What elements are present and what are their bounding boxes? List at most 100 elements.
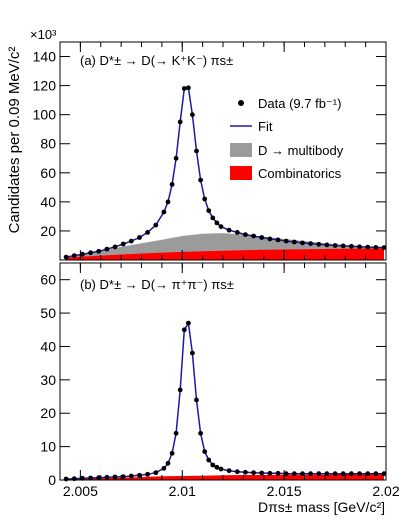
data-point xyxy=(218,466,224,472)
data-point xyxy=(291,471,297,477)
data-point xyxy=(128,238,134,244)
y-tick-label: 50 xyxy=(40,305,56,321)
data-point xyxy=(308,241,313,247)
data-point xyxy=(373,245,379,250)
data-point xyxy=(145,471,151,477)
data-point xyxy=(206,208,212,214)
y-tick-label: 80 xyxy=(40,136,56,152)
data-point xyxy=(349,243,354,249)
data-point xyxy=(194,397,199,403)
data-point xyxy=(96,475,102,481)
data-point xyxy=(169,182,175,187)
data-point xyxy=(80,251,85,257)
y-axis-label: Candidates per 0.09 MeV/c² xyxy=(6,47,23,234)
data-point xyxy=(324,471,330,477)
data-point xyxy=(243,469,248,475)
panel-title-b: (b) D*± → D(→ π⁺π⁻) πs± xyxy=(80,277,234,292)
data-point xyxy=(291,239,297,245)
data-point xyxy=(316,471,322,477)
legend-multibody-swatch xyxy=(230,143,252,157)
data-point xyxy=(186,320,191,326)
data-point xyxy=(251,233,256,239)
data-point xyxy=(340,471,346,477)
data-point xyxy=(137,472,142,478)
data-point xyxy=(234,230,240,235)
x-tick-label: 2.005 xyxy=(63,483,98,499)
legend: Data (9.7 fb⁻¹) Fit D → multibody Combin… xyxy=(230,96,344,181)
x-axis-label: Dπs± mass [GeV/c²] xyxy=(258,499,385,515)
legend-multibody-label: D → multibody xyxy=(258,143,344,158)
panel-top: 20 40 60 80 100 120 140 xyxy=(33,41,387,261)
data-point xyxy=(332,243,338,248)
fit-line xyxy=(66,320,384,480)
data-point xyxy=(165,460,171,466)
x-tick-label: 2.015 xyxy=(267,483,302,499)
y-tick-label: 100 xyxy=(33,107,57,123)
data-point xyxy=(214,220,220,226)
data-point xyxy=(128,473,134,479)
legend-fit-label: Fit xyxy=(258,119,273,134)
data-point xyxy=(214,464,220,470)
data-point xyxy=(340,243,346,249)
data-point xyxy=(96,248,102,254)
y-tick-label: 40 xyxy=(40,194,56,210)
y-tick-label: 10 xyxy=(40,439,56,455)
data-point xyxy=(349,471,354,477)
data-point xyxy=(300,240,305,246)
data-point xyxy=(381,471,387,477)
y-tick-label: 40 xyxy=(40,338,56,354)
data-point xyxy=(218,224,224,230)
data-point xyxy=(259,470,265,476)
data-point xyxy=(357,244,362,250)
data-point xyxy=(63,476,69,482)
panel-title-a: (a) D*± → D(→ K⁺K⁻) πs± xyxy=(80,53,233,68)
legend-data-marker xyxy=(238,100,244,106)
data-point xyxy=(173,430,179,436)
data-point xyxy=(190,112,195,118)
data-point xyxy=(120,474,126,480)
y-tick-label: 20 xyxy=(40,223,56,239)
data-point xyxy=(275,470,281,476)
data-point xyxy=(88,475,93,481)
data-point xyxy=(210,215,216,221)
data-point xyxy=(112,474,118,480)
y-multiplier: ×10³ xyxy=(30,27,57,42)
data-point xyxy=(226,468,232,474)
plot-frame xyxy=(59,262,387,481)
data-point xyxy=(243,232,248,238)
data-point xyxy=(153,222,159,228)
data-point xyxy=(137,235,142,240)
data-point xyxy=(198,177,204,183)
data-point xyxy=(202,196,208,202)
data-point xyxy=(181,327,187,333)
data-point xyxy=(198,430,204,436)
data-point xyxy=(316,241,322,247)
y-tick-label: 20 xyxy=(40,405,56,421)
legend-combinatorics-label: Combinatorics xyxy=(258,166,342,181)
data-point xyxy=(283,238,289,244)
y-tick-label: 0 xyxy=(48,472,56,488)
data-point xyxy=(300,471,305,477)
data-point xyxy=(226,227,232,233)
data-point xyxy=(181,86,187,91)
data-point xyxy=(194,148,199,154)
data-point xyxy=(324,242,330,248)
data-point xyxy=(120,241,126,247)
data-point xyxy=(153,470,159,476)
data-point xyxy=(145,230,151,235)
data-point xyxy=(190,350,195,356)
data-point xyxy=(165,199,171,205)
legend-data-label: Data (9.7 fb⁻¹) xyxy=(258,96,341,111)
data-point xyxy=(112,244,118,250)
data-point xyxy=(177,119,183,125)
data-point xyxy=(104,246,110,252)
y-tick-label: 60 xyxy=(40,272,56,288)
data-point xyxy=(283,471,289,477)
legend-combinatorics-swatch xyxy=(230,166,252,180)
data-point xyxy=(186,85,191,91)
data-point xyxy=(365,471,371,477)
data-point xyxy=(202,449,208,454)
data-point xyxy=(234,469,240,475)
data-point xyxy=(71,253,77,258)
data-point xyxy=(267,236,273,242)
